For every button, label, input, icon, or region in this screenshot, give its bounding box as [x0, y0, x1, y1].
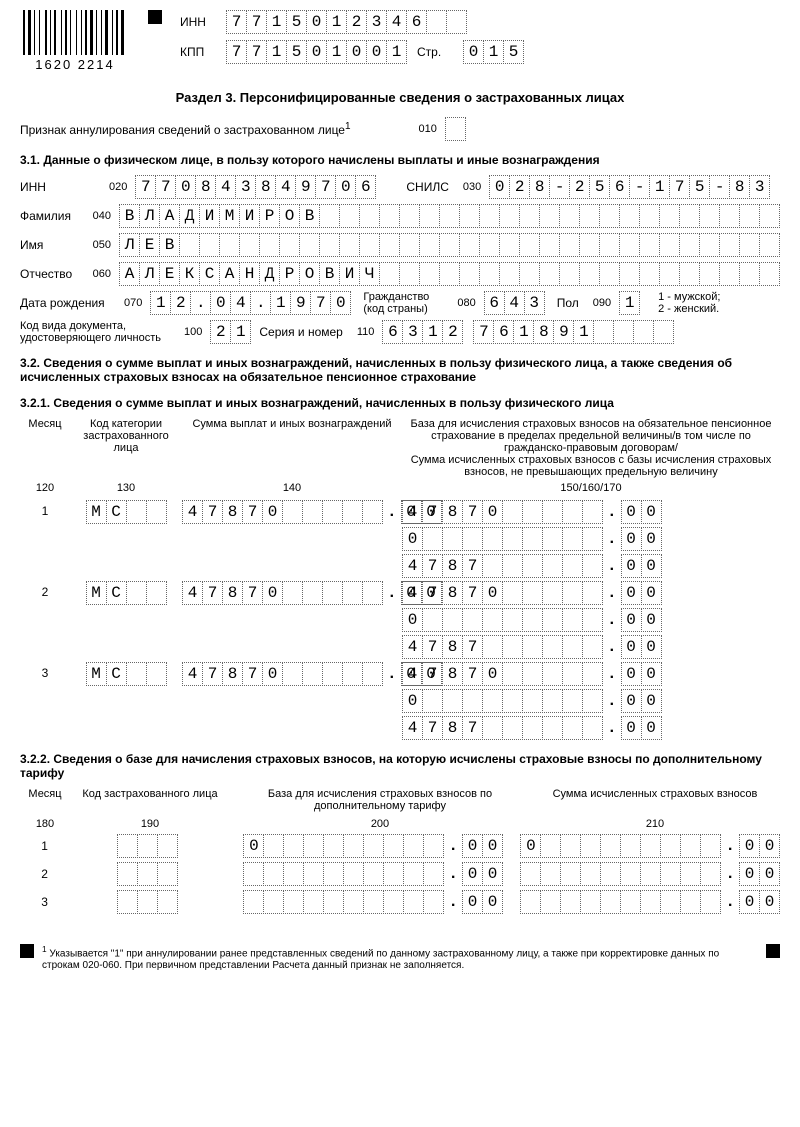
- person-inn-row: ИНН 020 770843849706 СНИЛС 030 028-256-1…: [20, 175, 780, 199]
- docnum-b-cells: 761891: [473, 320, 674, 344]
- annul-cell: [445, 117, 466, 141]
- firstname-row: Имя 050 ЛЕВ: [20, 233, 780, 257]
- annul-label: Признак аннулирования сведений о застрах…: [20, 121, 351, 137]
- s321-title: 3.2.1. Сведения о сумме выплат и иных во…: [20, 396, 780, 410]
- inn-label: ИНН: [180, 15, 220, 29]
- s32-title: 3.2. Сведения о сумме выплат и иных возн…: [20, 356, 780, 384]
- dob-cells: 12.04.1970: [150, 291, 351, 315]
- s322-title: 3.2.2. Сведения о базе для начисления ст…: [20, 752, 780, 780]
- marker-square: [148, 10, 162, 24]
- s321-row: 2 МС 47870.00 47870.000.004787.00: [20, 581, 780, 659]
- section-title: Раздел 3. Персонифицированные сведения о…: [20, 90, 780, 105]
- person-inn-label: ИНН: [20, 180, 95, 194]
- annul-line: Признак аннулирования сведений о застрах…: [20, 117, 780, 141]
- s322-codes: 180 190 200 210: [20, 818, 780, 830]
- s31-title: 3.1. Данные о физическом лице, в пользу …: [20, 153, 780, 167]
- s322-headers: Месяц Код застрахованного лица База для …: [20, 788, 780, 812]
- middlename-cells: АЛЕКСАНДРОВИЧ: [119, 262, 780, 286]
- firstname-cells: ЛЕВ: [119, 233, 780, 257]
- s322-body: 1 0.00 0.00 2 .00 .00 3 .00 .00: [20, 834, 780, 914]
- s321-body: 1 МС 47870.00 47870.000.004787.00 2 МС 4…: [20, 500, 780, 740]
- annul-code: 010: [419, 123, 437, 135]
- s322-row: 2 .00 .00: [20, 862, 780, 886]
- snils-label: СНИЛС: [406, 180, 449, 194]
- page-cells: 015: [463, 40, 524, 64]
- sex-note: 1 - мужской; 2 - женский.: [658, 291, 720, 315]
- s321-row: 3 МС 47870.00 47870.000.004787.00: [20, 662, 780, 740]
- citz-cells: 643: [484, 291, 545, 315]
- s322-row: 1 0.00 0.00: [20, 834, 780, 858]
- s321-headers: Месяц Код категории застрахованного лица…: [20, 418, 780, 478]
- sex-cells: 1: [619, 291, 640, 315]
- inn-cells: 7715012346: [226, 10, 467, 34]
- lastname-row: Фамилия 040 ВЛАДИМИРОВ: [20, 204, 780, 228]
- kpp-cells: 771501001: [226, 40, 407, 64]
- kpp-label: КПП: [180, 45, 220, 59]
- footnote-row: 1 Указывается "1" при аннулировании ране…: [20, 944, 780, 970]
- doc-row: Код вида документа, удостоверяющего личн…: [20, 320, 780, 344]
- inn-row: ИНН 7715012346: [180, 10, 780, 34]
- barcode: 1620 2214: [20, 10, 130, 72]
- s321-row: 1 МС 47870.00 47870.000.004787.00: [20, 500, 780, 578]
- s322-row: 3 .00 .00: [20, 890, 780, 914]
- form-header: 1620 2214 ИНН 7715012346 КПП 771501001 С…: [20, 10, 780, 72]
- middlename-row: Отчество 060 АЛЕКСАНДРОВИЧ: [20, 262, 780, 286]
- person-inn-cells: 770843849706: [135, 175, 376, 199]
- snils-cells: 028-256-175-83: [489, 175, 770, 199]
- barcode-label: 1620 2214: [20, 57, 130, 72]
- doc-cells: 21: [210, 320, 251, 344]
- marker-square: [766, 944, 780, 958]
- dob-row: Дата рождения 070 12.04.1970 Гражданство…: [20, 291, 780, 315]
- kpp-row: КПП 771501001 Стр. 015: [180, 40, 780, 64]
- s321-codes: 120 130 140 150/160/170: [20, 482, 780, 494]
- docnum-a-cells: 6312: [382, 320, 463, 344]
- footnote-text: Указывается "1" при аннулировании ранее …: [42, 949, 719, 971]
- page-label: Стр.: [417, 45, 457, 59]
- lastname-cells: ВЛАДИМИРОВ: [119, 204, 780, 228]
- marker-square: [20, 944, 34, 958]
